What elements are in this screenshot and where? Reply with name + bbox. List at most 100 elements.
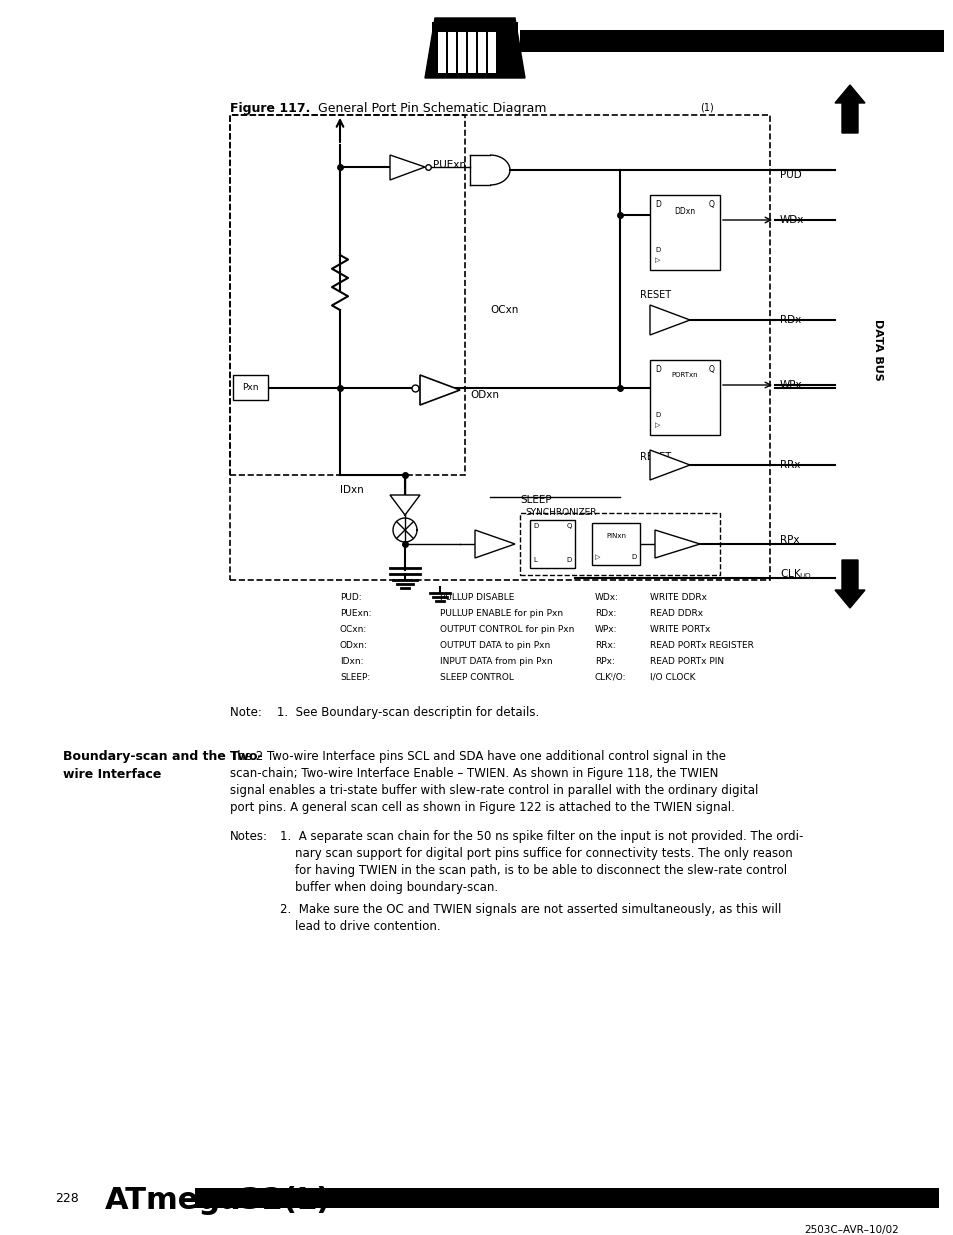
Text: WDx: WDx <box>780 215 803 225</box>
Polygon shape <box>448 26 456 73</box>
Text: The 2 Two-wire Interface pins SCL and SDA have one additional control signal in : The 2 Two-wire Interface pins SCL and SD… <box>230 750 725 763</box>
Text: ODxn:: ODxn: <box>339 641 368 650</box>
Text: Notes:: Notes: <box>230 830 268 844</box>
Text: RRx: RRx <box>780 459 800 471</box>
Text: Figure 117.: Figure 117. <box>230 103 310 115</box>
Text: WRITE PORTx: WRITE PORTx <box>649 625 710 634</box>
Text: D: D <box>655 366 660 374</box>
Polygon shape <box>390 156 424 180</box>
Text: wire Interface: wire Interface <box>63 768 161 781</box>
Text: Q: Q <box>708 366 714 374</box>
Text: port pins. A general scan cell as shown in Figure 122 is attached to the TWIEN s: port pins. A general scan cell as shown … <box>230 802 734 814</box>
Polygon shape <box>475 530 515 558</box>
Text: SLEEP:: SLEEP: <box>339 673 370 682</box>
Bar <box>432 22 517 32</box>
Polygon shape <box>437 26 446 73</box>
Text: nary scan support for digital port pins suffice for connectivity tests. The only: nary scan support for digital port pins … <box>280 847 792 860</box>
Text: Boundary-scan and the Two-: Boundary-scan and the Two- <box>63 750 262 763</box>
Bar <box>230 115 464 475</box>
Text: RPx: RPx <box>780 535 799 545</box>
Text: CLK$_{\mathregular{I/O}}$: CLK$_{\mathregular{I/O}}$ <box>780 567 811 583</box>
Bar <box>592 522 639 564</box>
Text: D: D <box>566 557 572 563</box>
Text: WPx:: WPx: <box>595 625 617 634</box>
FancyArrow shape <box>834 559 864 608</box>
Bar <box>194 1188 938 1208</box>
Text: PINxn: PINxn <box>605 534 625 538</box>
Text: D: D <box>655 200 660 209</box>
Bar <box>519 513 720 576</box>
Text: D: D <box>655 412 659 417</box>
Polygon shape <box>488 26 496 73</box>
Text: WDx:: WDx: <box>595 593 618 601</box>
Text: General Port Pin Schematic Diagram: General Port Pin Schematic Diagram <box>310 103 546 115</box>
Text: RPx:: RPx: <box>595 657 615 666</box>
Text: SLEEP CONTROL: SLEEP CONTROL <box>439 673 514 682</box>
Text: RRx:: RRx: <box>595 641 615 650</box>
Text: READ DDRx: READ DDRx <box>649 609 702 618</box>
Text: INPUT DATA from pin Pxn: INPUT DATA from pin Pxn <box>439 657 552 666</box>
Text: signal enables a tri-state buffer with slew-rate control in parallel with the or: signal enables a tri-state buffer with s… <box>230 784 758 797</box>
Text: PUD: PUD <box>780 170 801 180</box>
Bar <box>233 375 268 400</box>
Text: OCxn:: OCxn: <box>339 625 367 634</box>
Text: Q: Q <box>566 522 572 529</box>
Text: OCxn: OCxn <box>490 305 517 315</box>
Text: PUExn: PUExn <box>433 161 465 170</box>
Bar <box>519 30 943 52</box>
Text: RESET: RESET <box>639 452 670 462</box>
Text: RESET: RESET <box>639 290 670 300</box>
Text: WPx: WPx <box>780 380 801 390</box>
Polygon shape <box>468 26 476 73</box>
Text: for having TWIEN in the scan path, is to be able to disconnect the slew-rate con: for having TWIEN in the scan path, is to… <box>280 864 786 877</box>
Text: ODxn: ODxn <box>470 390 498 400</box>
Text: PUExn:: PUExn: <box>339 609 371 618</box>
Bar <box>649 195 720 270</box>
Text: D: D <box>655 247 659 253</box>
Text: READ PORTx PIN: READ PORTx PIN <box>649 657 723 666</box>
Text: SYNCHRONIZER: SYNCHRONIZER <box>524 508 596 517</box>
Bar <box>649 359 720 435</box>
Text: PUD:: PUD: <box>339 593 361 601</box>
Bar <box>230 115 769 580</box>
Text: RDx: RDx <box>780 315 801 325</box>
Text: 2503C–AVR–10/02: 2503C–AVR–10/02 <box>803 1225 898 1235</box>
Text: DDxn: DDxn <box>674 207 695 216</box>
Text: ▷: ▷ <box>595 555 599 559</box>
Text: CLKᴵ/O:: CLKᴵ/O: <box>595 673 626 682</box>
Text: lead to drive contention.: lead to drive contention. <box>280 920 440 932</box>
Bar <box>530 520 575 568</box>
Text: OUTPUT CONTROL for pin Pxn: OUTPUT CONTROL for pin Pxn <box>439 625 574 634</box>
Text: Q: Q <box>708 200 714 209</box>
Text: ▷: ▷ <box>655 422 659 429</box>
Text: READ PORTx REGISTER: READ PORTx REGISTER <box>649 641 753 650</box>
Polygon shape <box>390 495 419 515</box>
Text: 228: 228 <box>55 1192 79 1205</box>
Polygon shape <box>419 375 459 405</box>
Text: PULLUP ENABLE for pin Pxn: PULLUP ENABLE for pin Pxn <box>439 609 562 618</box>
Text: (1): (1) <box>700 103 713 112</box>
Text: ▷: ▷ <box>655 257 659 263</box>
FancyArrow shape <box>834 85 864 133</box>
Text: buffer when doing boundary-scan.: buffer when doing boundary-scan. <box>280 881 497 894</box>
Text: ATmega32(L): ATmega32(L) <box>105 1186 331 1215</box>
Polygon shape <box>424 19 524 78</box>
Text: SLEEP: SLEEP <box>519 495 551 505</box>
Text: I/O CLOCK: I/O CLOCK <box>649 673 695 682</box>
Text: WRITE DDRx: WRITE DDRx <box>649 593 706 601</box>
Text: Pxn: Pxn <box>241 383 258 391</box>
Text: IDxn: IDxn <box>339 485 363 495</box>
Text: L: L <box>533 557 537 563</box>
Polygon shape <box>649 305 689 335</box>
Text: Note:    1.  See Boundary-scan descriptin for details.: Note: 1. See Boundary-scan descriptin fo… <box>230 706 538 719</box>
Text: OUTPUT DATA to pin Pxn: OUTPUT DATA to pin Pxn <box>439 641 550 650</box>
Text: RDx:: RDx: <box>595 609 616 618</box>
Text: 1.  A separate scan chain for the 50 ns spike filter on the input is not provide: 1. A separate scan chain for the 50 ns s… <box>280 830 802 844</box>
Text: DATA BUS: DATA BUS <box>872 319 882 380</box>
Text: 2.  Make sure the OC and TWIEN signals are not asserted simultaneously, as this : 2. Make sure the OC and TWIEN signals ar… <box>280 903 781 916</box>
Text: D: D <box>533 522 537 529</box>
Text: D: D <box>631 555 637 559</box>
Polygon shape <box>457 26 465 73</box>
Text: scan-chain; Two-wire Interface Enable – TWIEN. As shown in Figure 118, the TWIEN: scan-chain; Two-wire Interface Enable – … <box>230 767 718 781</box>
Polygon shape <box>477 26 485 73</box>
